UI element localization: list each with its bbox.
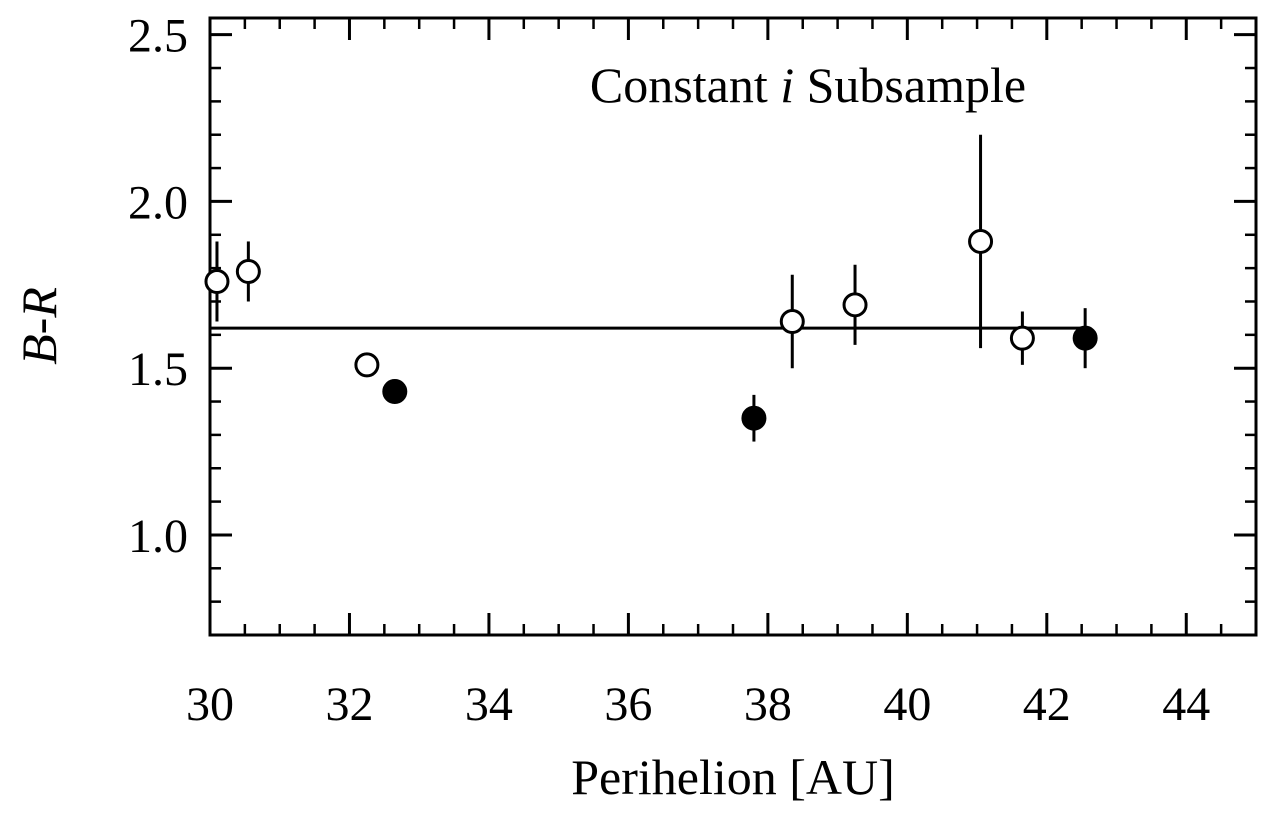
y-axis-label-sep: -	[11, 318, 67, 335]
markers	[204, 228, 1098, 431]
x-tick-label: 38	[744, 678, 792, 731]
y-axis-label: B-R	[11, 287, 67, 365]
x-tick-labels: 30 32 34 36 38 40 42 44	[186, 678, 1210, 731]
x-tick-label: 44	[1162, 678, 1210, 731]
error-bars	[215, 134, 1087, 442]
minor-ticks	[210, 18, 1258, 635]
annotation-prefix: Constant	[590, 57, 780, 113]
major-ticks	[208, 18, 1256, 635]
y-tick-label: 2.0	[128, 176, 188, 229]
filled-data-point	[741, 405, 767, 431]
x-tick-label: 36	[604, 678, 652, 731]
x-tick-label: 40	[883, 678, 931, 731]
open-data-point	[354, 352, 380, 378]
x-tick-label: 30	[186, 678, 234, 731]
x-axis-label: Perihelion [AU]	[571, 749, 895, 805]
annotation-italic: i	[780, 57, 794, 113]
annotation: Constant i Subsample	[590, 57, 1026, 113]
y-axis-label-b: R	[11, 287, 67, 319]
open-data-point	[1009, 325, 1035, 351]
open-data-point	[235, 258, 261, 284]
y-tick-labels: 1.0 1.5 2.0 2.5	[128, 10, 188, 563]
filled-data-point	[1072, 325, 1098, 351]
x-tick-label: 34	[465, 678, 513, 731]
annotation-suffix: Subsample	[794, 57, 1026, 113]
x-tick-label: 32	[325, 678, 373, 731]
open-data-point	[968, 228, 994, 254]
open-data-point	[779, 308, 805, 334]
y-tick-label: 1.0	[128, 510, 188, 563]
y-axis-label-a: B	[11, 334, 67, 365]
filled-data-point	[382, 379, 408, 405]
y-tick-label: 1.5	[128, 343, 188, 396]
open-data-point	[842, 292, 868, 318]
x-tick-label: 42	[1023, 678, 1071, 731]
open-data-point	[204, 268, 230, 294]
y-tick-label: 2.5	[128, 10, 188, 63]
